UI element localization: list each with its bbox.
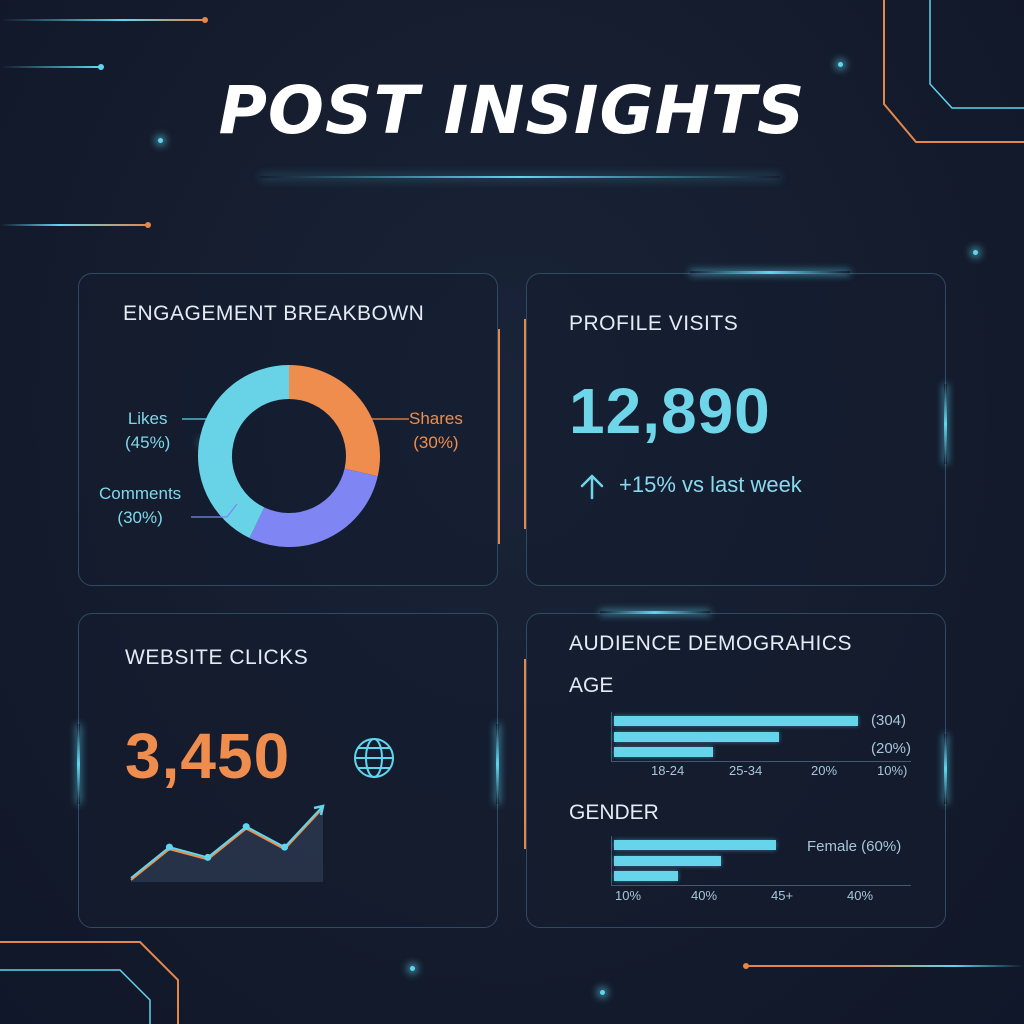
- donut-slice-comments: [249, 468, 378, 547]
- age-axis-label: 20%: [811, 763, 838, 778]
- gender-axis-label: 45+: [771, 888, 794, 903]
- decor-dot: [145, 222, 151, 228]
- sparkline-line: [130, 805, 324, 879]
- profile-visits-card: PROFILE VISITS 12,890 +15% vs last week: [524, 273, 947, 586]
- title-underline: [260, 176, 780, 178]
- demographics-card: AUDIENCE DEMOGRAHICS AGE (304) (20%) 18-…: [524, 613, 947, 928]
- age-bar-chart: [611, 712, 911, 762]
- card-glow: [496, 724, 499, 804]
- donut-leader-lines: [182, 418, 409, 518]
- age-label: AGE: [569, 674, 614, 697]
- gender-right-label: Female (60%): [807, 838, 902, 855]
- profile-visits-value: 12,890: [569, 375, 771, 447]
- age-bar: [614, 747, 713, 757]
- website-clicks-sparkline: [130, 804, 325, 882]
- decor-glow-dot: [973, 250, 978, 255]
- gender-axis-label: 10%: [615, 888, 642, 903]
- sparkline-arrow: [313, 804, 325, 816]
- decor-dot: [98, 64, 104, 70]
- shares-label: Shares (30%): [409, 407, 463, 455]
- decor-glow-dot: [410, 966, 415, 971]
- engagement-card: ENGAGEMENT BREAKBOWN Likes (45%) Shares …: [78, 273, 500, 586]
- decor-dot: [743, 963, 749, 969]
- decor-line: [0, 19, 205, 21]
- gender-bar-chart: [611, 836, 911, 886]
- decor-glow-dot: [600, 990, 605, 995]
- globe-icon: [354, 738, 394, 778]
- engagement-donut-chart: [198, 365, 380, 547]
- comments-pct: (30%): [117, 508, 163, 527]
- engagement-title: ENGAGEMENT BREAKBOWN: [123, 302, 425, 325]
- website-clicks-title: WEBSITE CLICKS: [125, 646, 309, 669]
- corner-circuit-top-right: [883, 0, 1024, 143]
- shares-pct: (30%): [413, 433, 459, 452]
- decor-line: [0, 224, 148, 226]
- card-glow: [690, 271, 850, 274]
- age-right-label-bottom: (20%): [871, 740, 912, 757]
- gender-label: GENDER: [569, 801, 659, 824]
- card-glow: [77, 724, 80, 804]
- profile-visits-delta: +15% vs last week: [619, 472, 802, 497]
- donut-slice-likes: [198, 365, 290, 538]
- sparkline-point: [281, 843, 289, 851]
- card-accent: [524, 659, 526, 849]
- gender-axis-label: 40%: [691, 888, 718, 903]
- gender-bar: [614, 871, 678, 881]
- website-clicks-value: 3,450: [125, 720, 291, 792]
- profile-visits-title: PROFILE VISITS: [569, 312, 739, 335]
- card-accent: [498, 329, 500, 544]
- age-axis-label: 10%): [877, 763, 908, 778]
- decor-line: [0, 66, 100, 68]
- gender-axis-label: 40%: [847, 888, 874, 903]
- age-bar: [614, 716, 858, 726]
- likes-name: Likes: [127, 409, 168, 428]
- gender-bar: [614, 840, 776, 850]
- comments-name: Comments: [99, 484, 182, 503]
- card-glow: [944, 734, 947, 804]
- age-axis-label: 18-24: [651, 763, 685, 778]
- sparkline-point: [165, 843, 173, 851]
- card-glow: [944, 384, 947, 464]
- likes-pct: (45%): [125, 433, 171, 452]
- page-title: POST INSIGHTS: [218, 72, 806, 149]
- decor-glow-dot: [158, 138, 163, 143]
- age-right-label-top: (304): [871, 712, 907, 729]
- decor-glow-dot: [838, 62, 843, 67]
- age-axis-label: 25-34: [729, 763, 763, 778]
- card-glow: [600, 611, 710, 614]
- age-bar: [614, 732, 779, 742]
- decor-line: [745, 965, 1024, 967]
- likes-label: Likes (45%): [125, 407, 170, 455]
- comments-label: Comments (30%): [99, 482, 181, 530]
- arrow-up-icon: [580, 474, 604, 500]
- donut-slice-shares: [288, 365, 380, 477]
- sparkline-point: [242, 823, 250, 831]
- corner-circuit-bottom-left: [0, 941, 179, 1024]
- sparkline-line-orange: [130, 807, 324, 881]
- demographics-title: AUDIENCE DEMOGRAHICS: [569, 632, 853, 655]
- card-accent: [524, 319, 526, 529]
- shares-name: Shares: [409, 409, 463, 428]
- sparkline-point: [204, 853, 212, 861]
- website-clicks-card: WEBSITE CLICKS 3,450: [77, 613, 499, 928]
- decor-dot: [202, 17, 208, 23]
- gender-bar: [614, 856, 721, 866]
